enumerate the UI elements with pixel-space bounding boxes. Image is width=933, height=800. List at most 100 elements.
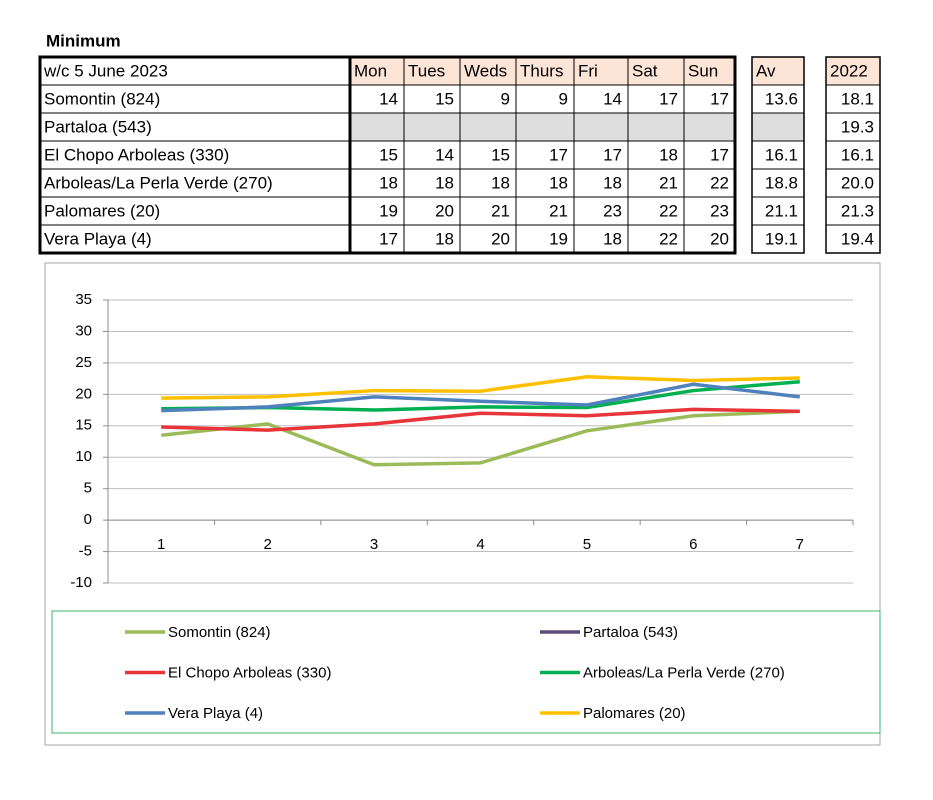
cell-value: 18 (435, 229, 454, 248)
y-tick-label: -5 (79, 543, 92, 560)
header-cell-text: Av (756, 61, 776, 80)
cell-value: 15 (435, 89, 454, 108)
x-tick-label: 1 (157, 536, 165, 553)
cell-value: 20 (710, 229, 729, 248)
cell-value: 9 (501, 89, 510, 108)
cell-value: 17 (379, 229, 398, 248)
cell-value: 18 (435, 173, 454, 192)
title: Minimum (46, 31, 121, 50)
cell-value: 21 (549, 201, 568, 220)
header-cell-text: Fri (578, 61, 598, 80)
header-cell-text: Tues (408, 61, 445, 80)
cell-value: 18 (491, 173, 510, 192)
x-tick-label: 6 (689, 536, 697, 553)
header-cell (516, 57, 574, 85)
cell-value: 19 (379, 201, 398, 220)
cell-value: 18 (659, 145, 678, 164)
cell-value: 20 (435, 201, 454, 220)
header-cell-text: Sun (688, 61, 718, 80)
empty-cell (574, 113, 628, 141)
header-cell (684, 57, 735, 85)
cell-value: 18.1 (841, 89, 874, 108)
cell-value: 16.1 (841, 145, 874, 164)
cell-value: 20.0 (841, 173, 874, 192)
y-tick-label: 30 (75, 322, 92, 339)
cell-value: 17 (603, 145, 622, 164)
header-cell (350, 57, 404, 85)
cell-value: 18 (379, 173, 398, 192)
row-label: Arboleas/La Perla Verde (270) (44, 173, 273, 192)
empty-cell (752, 113, 804, 141)
header-cell (574, 57, 628, 85)
empty-cell (516, 113, 574, 141)
cell-value: 14 (603, 89, 622, 108)
y2022-border (825, 56, 881, 254)
header-cell-text: w/c 5 June 2023 (43, 61, 168, 80)
cell-value: 23 (710, 201, 729, 220)
row-label: Palomares (20) (44, 201, 160, 220)
header-cell (628, 57, 684, 85)
empty-cell (460, 113, 516, 141)
y-tick-label: 5 (84, 480, 92, 497)
empty-cell (350, 113, 404, 141)
header-cell-text: Sat (632, 61, 658, 80)
cell-value: 16.1 (765, 145, 798, 164)
empty-cell (628, 113, 684, 141)
y-tick-label: 10 (75, 448, 92, 465)
row-label: Partaloa (543) (44, 117, 152, 136)
empty-cell (404, 113, 460, 141)
cell-value: 19.3 (841, 117, 874, 136)
series-line (161, 374, 800, 400)
cell-value: 18 (549, 173, 568, 192)
legend-label: Arboleas/La Perla Verde (270) (583, 664, 785, 681)
series-line (161, 409, 800, 467)
header-cell (826, 57, 880, 85)
row-label: Somontin (824) (44, 89, 160, 108)
x-tick-label: 4 (476, 536, 484, 553)
cell-value: 21 (491, 201, 510, 220)
row-label: El Chopo Arboleas (330) (44, 145, 229, 164)
cell-value: 22 (659, 229, 678, 248)
cell-value: 22 (659, 201, 678, 220)
y-tick-label: -10 (70, 574, 92, 591)
cell-value: 19.1 (765, 229, 798, 248)
cell-value: 15 (491, 145, 510, 164)
x-tick-label: 5 (583, 536, 591, 553)
y-tick-label: 15 (75, 417, 92, 434)
header-cell (460, 57, 516, 85)
cell-value: 17 (710, 145, 729, 164)
row-label: Vera Playa (4) (44, 229, 152, 248)
cell-value: 18 (603, 229, 622, 248)
y-tick-label: 0 (84, 511, 92, 528)
header-cell (752, 57, 804, 85)
cell-value: 20 (491, 229, 510, 248)
cell-value: 19 (549, 229, 568, 248)
x-tick-label: 3 (370, 536, 378, 553)
legend-label: El Chopo Arboleas (330) (168, 664, 331, 681)
chart-frame (44, 262, 881, 746)
cell-value: 18.8 (765, 173, 798, 192)
cell-value: 17 (659, 89, 678, 108)
y-tick-label: 20 (75, 385, 92, 402)
legend-label: Vera Playa (4) (168, 705, 263, 722)
cell-value: 21.3 (841, 201, 874, 220)
cell-value: 23 (603, 201, 622, 220)
x-tick-label: 2 (263, 536, 271, 553)
cell-value: 18 (603, 173, 622, 192)
cell-value: 13.6 (765, 89, 798, 108)
header-cell-text: 2022 (830, 61, 868, 80)
cell-value: 17 (710, 89, 729, 108)
header-cell-text: Thurs (520, 61, 563, 80)
series-line (161, 382, 800, 413)
cell-value: 9 (559, 89, 568, 108)
legend-label: Partaloa (543) (583, 624, 678, 641)
legend-label: Somontin (824) (168, 624, 271, 641)
series-line (161, 407, 800, 432)
header-cell-text: Weds (464, 61, 507, 80)
cell-value: 22 (710, 173, 729, 192)
empty-cell (684, 113, 735, 141)
header-cell-text: Mon (354, 61, 387, 80)
header-cell (404, 57, 460, 85)
cell-value: 14 (435, 145, 454, 164)
